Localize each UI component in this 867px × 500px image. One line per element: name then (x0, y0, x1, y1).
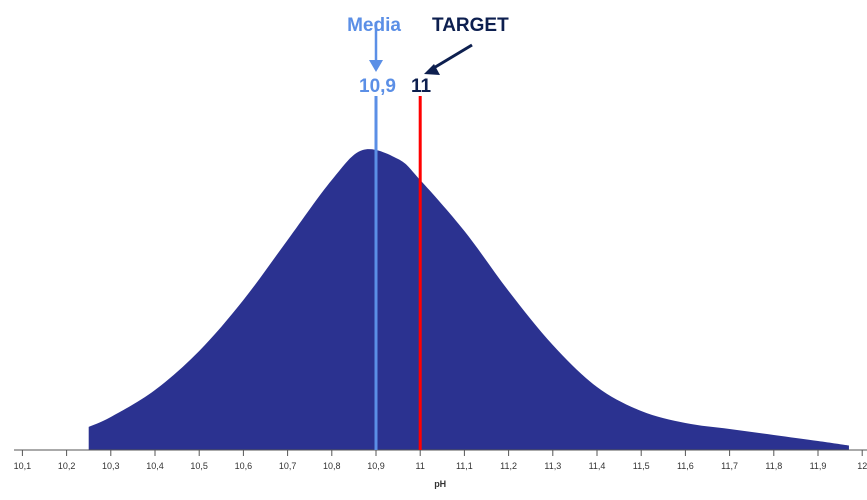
x-tick-label: 10,9 (367, 461, 385, 471)
x-tick-label: 12 (857, 461, 867, 471)
x-tick-label: 10,4 (146, 461, 164, 471)
x-tick-label: 10,1 (14, 461, 32, 471)
mean-value-label: 10,9 (359, 76, 396, 97)
x-tick-label: 10,2 (58, 461, 76, 471)
x-tick-label: 10,8 (323, 461, 341, 471)
mean-arrowhead-icon (369, 60, 383, 72)
target-arrowhead-icon (424, 64, 440, 75)
distribution-area (88, 149, 849, 451)
x-tick-label: 11,3 (544, 461, 561, 471)
target-arrow-icon (431, 43, 473, 71)
x-tick-label: 11,4 (589, 461, 606, 471)
x-tick-label: 10,3 (102, 461, 120, 471)
x-tick-label: 11,5 (633, 461, 650, 471)
x-tick-label: 10,5 (190, 461, 208, 471)
x-axis-label: pH (434, 479, 446, 489)
x-tick-label: 10,7 (279, 461, 297, 471)
mean-label: Media (347, 15, 401, 36)
x-tick-label: 11,2 (500, 461, 517, 471)
x-tick-label: 11,1 (456, 461, 473, 471)
x-tick-label: 11,7 (721, 461, 738, 471)
x-tick-label: 10,6 (235, 461, 253, 471)
target-label: TARGET (432, 15, 509, 36)
x-tick-label: 11,8 (765, 461, 782, 471)
x-tick-label: 11 (416, 461, 425, 471)
x-tick-label: 11,9 (810, 461, 827, 471)
x-tick-label: 11,6 (677, 461, 694, 471)
target-value-label: 11 (411, 76, 432, 97)
